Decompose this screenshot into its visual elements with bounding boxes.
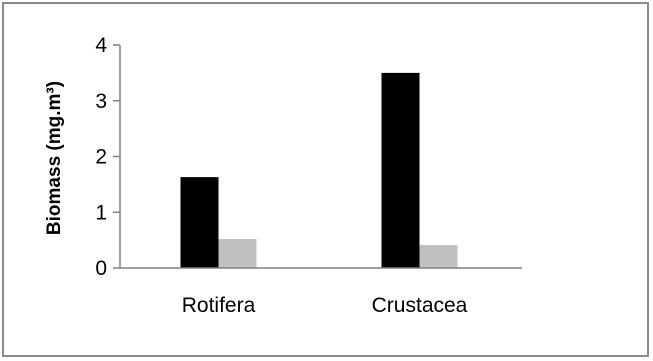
y-axis-label: Biomass (mg.m³)	[44, 81, 65, 235]
y-axis: 0 1 2 3 4	[95, 34, 121, 280]
y-tick-label: 0	[95, 257, 107, 280]
chart-frame	[2, 2, 649, 357]
bar-crustacea-series-1	[381, 72, 420, 268]
x-tick-label: Crustacea	[372, 294, 468, 317]
bars	[180, 72, 458, 268]
y-tick-label: 2	[95, 146, 107, 169]
y-tick-label: 1	[95, 201, 107, 224]
x-tick-label: Rotifera	[182, 294, 256, 317]
bar-rotifera-series-1	[180, 177, 219, 268]
bar-rotifera-series-2	[218, 239, 257, 268]
y-tick-label: 4	[95, 34, 107, 57]
bar-crustacea-series-2	[419, 245, 458, 268]
y-tick-label: 3	[95, 90, 107, 113]
x-axis: Rotifera Crustacea	[120, 267, 522, 317]
